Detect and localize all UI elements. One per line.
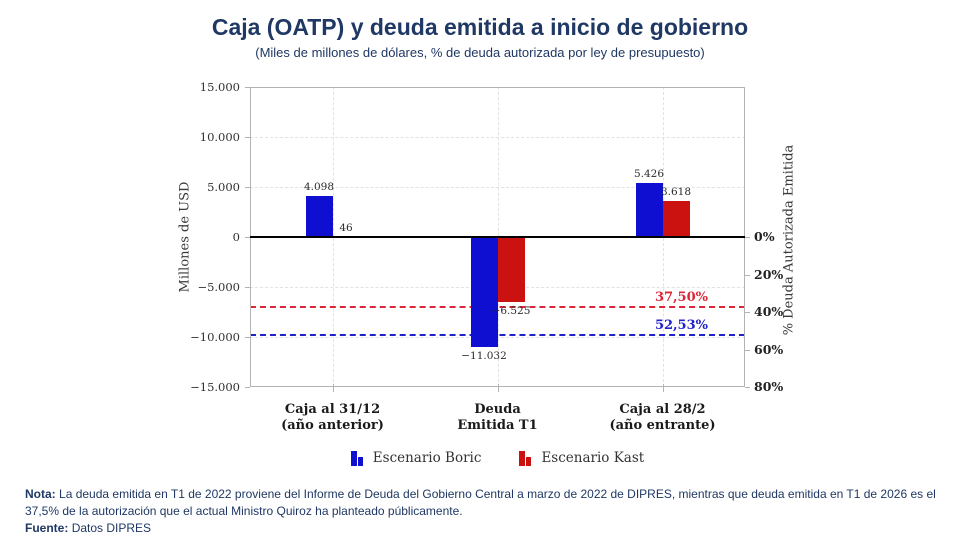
- bar-value-label: −11.032: [461, 350, 507, 363]
- nota-text: La deuda emitida en T1 de 2022 proviene …: [25, 487, 936, 518]
- x-tick: [497, 384, 499, 392]
- x-label-line1: Deuda: [474, 402, 521, 417]
- bar: [635, 182, 663, 237]
- y-tick-label: −15.000: [190, 380, 240, 394]
- reference-line: [250, 334, 745, 337]
- bar-value-label: 4.098: [303, 181, 335, 194]
- y2-tick: [745, 237, 750, 238]
- x-tick: [332, 384, 334, 392]
- chart-subtitle: (Miles de millones de dólares, % de deud…: [255, 45, 705, 60]
- y-tick: [245, 187, 250, 188]
- y2-tick-label: 40%: [754, 304, 784, 319]
- legend-label: Escenario Boric: [372, 450, 482, 466]
- y-tick-label: 15.000: [199, 80, 240, 94]
- x-label-line2: Emitida T1: [457, 418, 538, 433]
- legend-bars-icon: [519, 450, 532, 466]
- y2-tick: [745, 387, 750, 388]
- y-tick-label: 5.000: [207, 180, 240, 194]
- bar-value-label: −6.525: [491, 305, 531, 318]
- x-tick: [662, 384, 664, 392]
- y2-tick-label: 20%: [754, 266, 784, 282]
- bar-value-label: 46: [339, 221, 353, 234]
- bar: [662, 200, 690, 237]
- y2-tick: [745, 312, 750, 313]
- x-label-line2: (año anterior): [281, 418, 384, 433]
- fuente-label: Fuente:: [25, 521, 69, 535]
- y-tick-label: −10.000: [190, 330, 240, 344]
- y2-tick-label: 60%: [754, 341, 784, 357]
- y-tick: [245, 237, 250, 238]
- x-label-line1: Caja al 28/2: [619, 402, 706, 417]
- x-tick-label: Caja al 28/2 (año entrante): [578, 402, 748, 434]
- bar-value-label: 5.426: [633, 167, 665, 180]
- footnote: Nota: La deuda emitida en T1 de 2022 pro…: [25, 486, 940, 537]
- y-tick: [245, 287, 250, 288]
- legend-label: Escenario Kast: [541, 450, 645, 466]
- footnote-nota: Nota: La deuda emitida en T1 de 2022 pro…: [25, 486, 940, 520]
- legend-item: Escenario Boric: [350, 450, 482, 466]
- y-tick: [245, 137, 250, 138]
- y-tick: [245, 337, 250, 338]
- x-label-line2: (año entrante): [609, 418, 716, 433]
- footnote-fuente: Fuente: Datos DIPRES: [25, 520, 940, 537]
- chart-title: Caja (OATP) y deuda emitida a inicio de …: [211, 14, 749, 40]
- x-tick-label: Deuda Emitida T1: [413, 402, 583, 434]
- legend-bars-icon: [350, 450, 363, 466]
- x-label-line1: Caja al 31/12: [284, 402, 381, 417]
- zero-line: [250, 236, 745, 238]
- y2-tick-label: 80%: [754, 379, 784, 394]
- fuente-text: Datos DIPRES: [71, 521, 152, 535]
- y-tick-label: 0: [232, 230, 240, 244]
- y-tick: [245, 387, 250, 388]
- x-tick-label: Caja al 31/12 (año anterior): [248, 402, 418, 434]
- reference-line-label: 37,50%: [654, 290, 708, 306]
- y-tick: [245, 87, 250, 88]
- y2-tick: [745, 349, 750, 351]
- legend-item: Escenario Kast: [519, 450, 644, 466]
- chart-legend: Escenario Boric Escenario Kast: [250, 450, 745, 466]
- reference-line-label: 52,53%: [654, 318, 708, 334]
- reference-line: [250, 306, 745, 309]
- y2-tick: [745, 274, 750, 276]
- bar-value-label: 3.618: [660, 185, 692, 198]
- y2-tick-label: 0%: [754, 229, 775, 244]
- bar: [497, 237, 525, 303]
- nota-label: Nota:: [25, 487, 56, 501]
- y-tick-label: −5.000: [197, 280, 240, 294]
- bar: [305, 196, 333, 237]
- bar: [470, 237, 498, 348]
- y-tick-label: 10.000: [199, 130, 240, 144]
